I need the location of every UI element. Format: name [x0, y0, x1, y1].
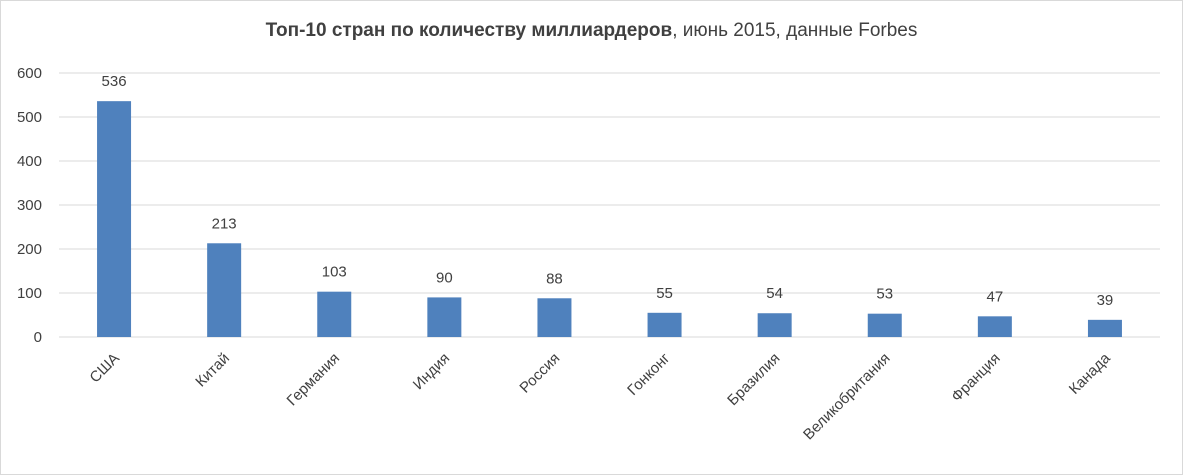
x-tick-label: Великобритания — [800, 350, 893, 443]
bar — [427, 297, 462, 337]
y-tick-label: 400 — [17, 153, 42, 170]
x-tick-label: Индия — [410, 350, 453, 393]
y-tick-label: 300 — [17, 197, 42, 214]
bar — [977, 316, 1012, 337]
y-tick-label: 0 — [34, 329, 42, 346]
data-label: 47 — [987, 288, 1004, 305]
x-tick-label: Франция — [948, 350, 1003, 405]
data-labels: 536 213 103 90 88 55 54 53 47 39 — [102, 73, 1114, 309]
bar — [97, 101, 132, 337]
data-label: 536 — [102, 73, 127, 90]
bar — [867, 313, 902, 337]
x-tick-label: США — [86, 350, 122, 386]
x-tick-label: Германия — [284, 350, 344, 410]
x-tick-label: Гонконг — [624, 349, 674, 399]
data-label: 103 — [322, 264, 347, 281]
data-label: 39 — [1097, 292, 1114, 309]
x-tick-label: Бразилия — [724, 350, 783, 409]
y-tick-label: 200 — [17, 241, 42, 258]
chart-title: Топ-10 стран по количеству миллиардеров,… — [0, 20, 1183, 42]
bar — [207, 243, 242, 337]
bar — [757, 313, 792, 337]
data-label: 88 — [546, 270, 563, 287]
data-label: 54 — [766, 285, 783, 302]
bar — [537, 298, 572, 337]
chart-title-main: Топ-10 стран по количеству миллиардеров — [265, 20, 673, 41]
y-axis: 0 100 200 300 400 500 600 — [17, 65, 42, 346]
data-label: 213 — [212, 215, 237, 232]
y-tick-label: 600 — [17, 65, 42, 82]
data-label: 90 — [436, 269, 453, 286]
gridlines — [59, 72, 1160, 338]
x-tick-label: Россия — [516, 350, 563, 397]
bar — [1087, 319, 1122, 337]
bars — [97, 101, 1122, 337]
x-tick-label: Канада — [1066, 349, 1114, 397]
bar — [647, 312, 682, 337]
x-tick-label: Китай — [192, 350, 233, 391]
y-tick-label: 500 — [17, 109, 42, 126]
data-label: 53 — [876, 286, 893, 303]
data-label: 55 — [656, 285, 673, 302]
chart-title-sub: , июнь 2015, данные Forbes — [672, 20, 918, 41]
x-axis: США Китай Германия Индия Россия Гонконг Бразил… — [86, 349, 1114, 443]
y-tick-label: 100 — [17, 285, 42, 302]
bar — [317, 291, 352, 337]
